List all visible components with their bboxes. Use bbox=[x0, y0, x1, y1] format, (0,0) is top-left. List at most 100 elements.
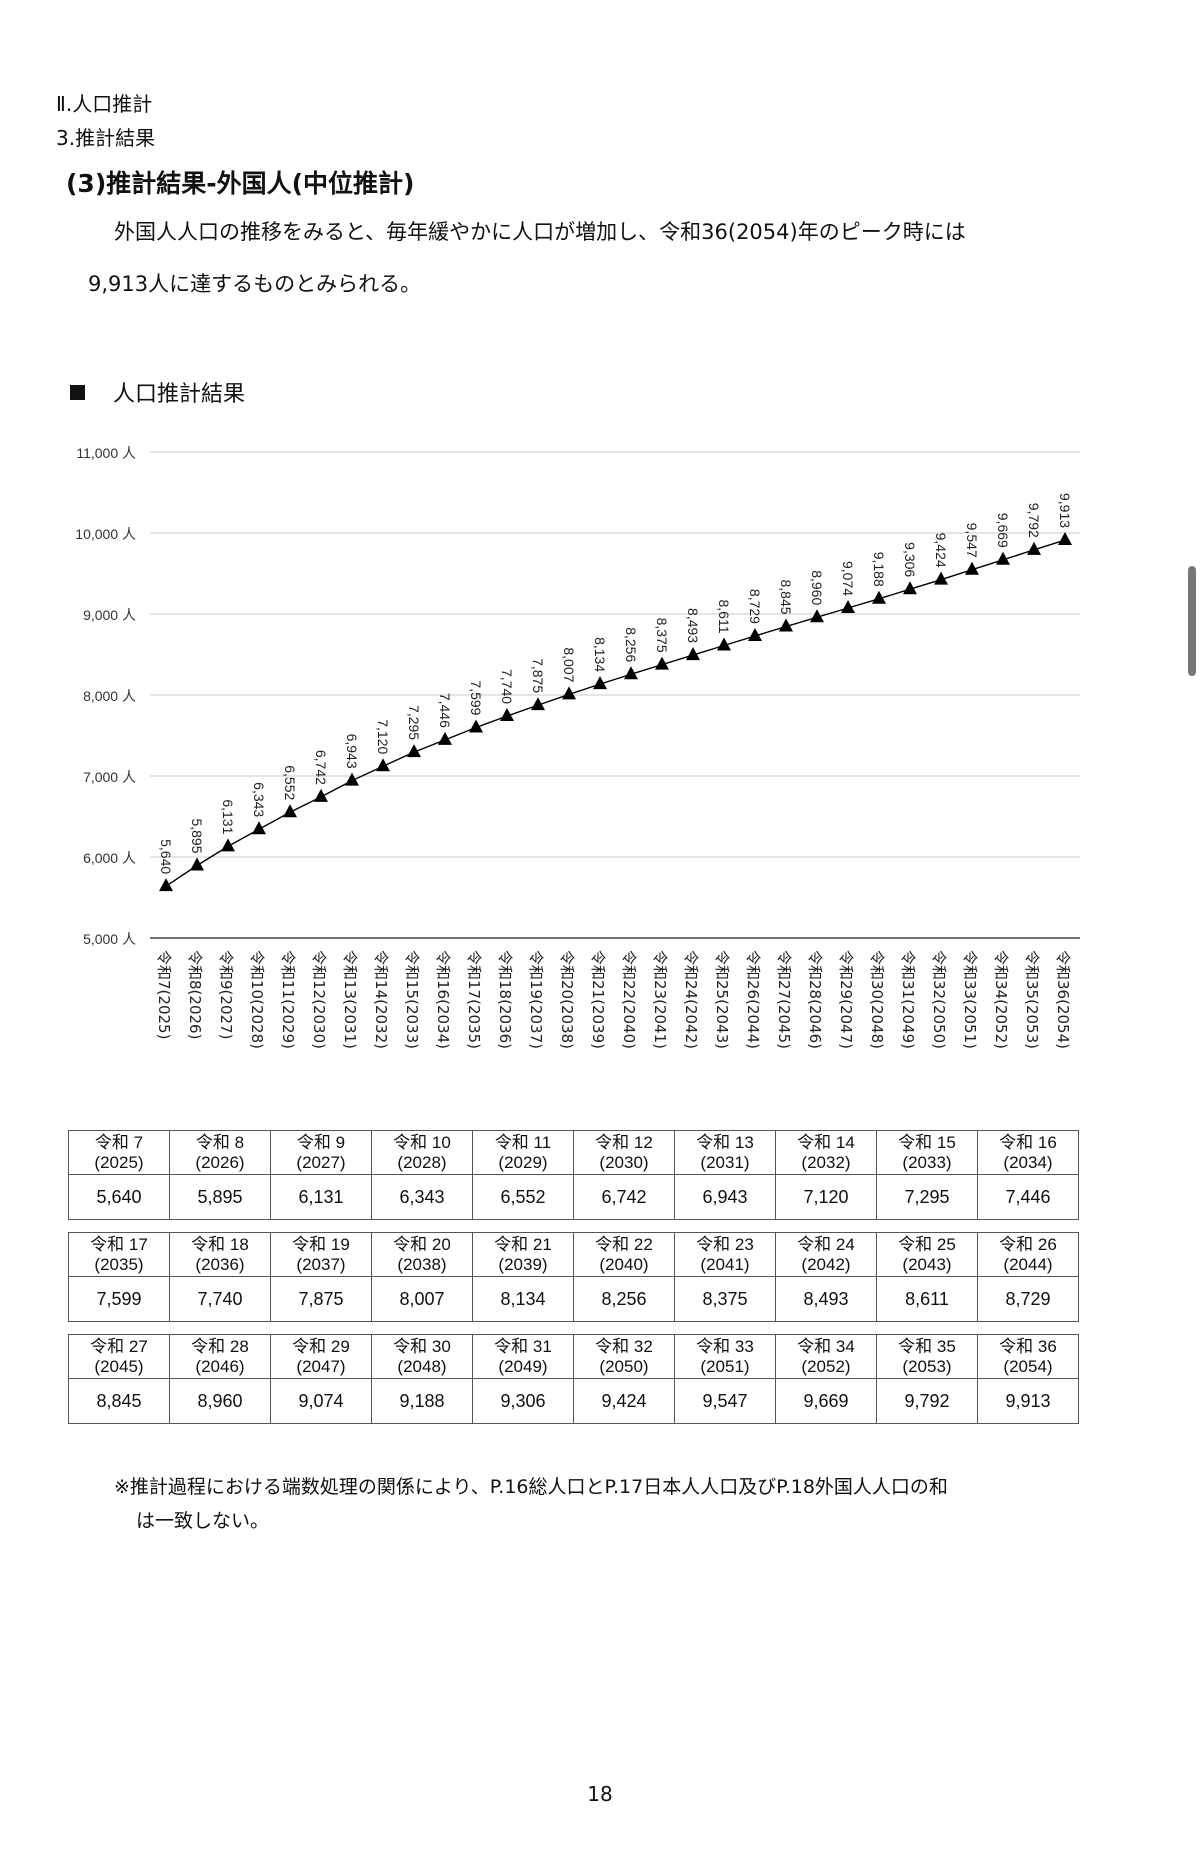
header-era: 令和 10 bbox=[393, 1132, 451, 1152]
table-header-cell: 令和 22 (2040) bbox=[573, 1232, 675, 1277]
table-value-cell: 8,493 bbox=[775, 1276, 877, 1322]
header-era: 令和 30 bbox=[393, 1336, 451, 1356]
table-header-cell: 令和 24 (2042) bbox=[775, 1232, 877, 1277]
data-label: 6,131 bbox=[220, 799, 236, 834]
data-label: 9,792 bbox=[1026, 503, 1042, 538]
table-value-cell: 8,729 bbox=[977, 1276, 1079, 1322]
x-tick-label: 令和32(2050) bbox=[930, 950, 948, 1049]
table-value-cell: 7,120 bbox=[775, 1174, 877, 1220]
chapter-title: Ⅱ.人口推計 bbox=[56, 92, 153, 116]
data-point-marker bbox=[283, 804, 297, 818]
data-point-marker bbox=[314, 788, 328, 802]
header-year: (2025) bbox=[94, 1152, 144, 1172]
header-year: (2029) bbox=[498, 1152, 548, 1172]
data-label: 8,134 bbox=[592, 637, 608, 672]
y-axis-ticks: 5,000 人 6,000 人 7,000 人 8,000 人 9,000 人 10,00… bbox=[75, 445, 136, 947]
table-value-cell: 6,943 bbox=[674, 1174, 776, 1220]
population-series bbox=[159, 532, 1072, 892]
data-label: 9,913 bbox=[1057, 493, 1073, 528]
x-tick-label: 令和31(2049) bbox=[899, 950, 917, 1049]
header-year: (2044) bbox=[1003, 1254, 1053, 1274]
table-value-cell: 7,875 bbox=[270, 1276, 372, 1322]
table-header-cell: 令和 26 (2044) bbox=[977, 1232, 1079, 1277]
data-point-marker bbox=[345, 772, 359, 786]
x-tick-label: 令和14(2032) bbox=[372, 950, 390, 1049]
table-value-cell: 6,742 bbox=[573, 1174, 675, 1220]
data-point-marker bbox=[190, 857, 204, 871]
x-tick-label: 令和24(2042) bbox=[682, 950, 700, 1049]
table-value-cell: 7,295 bbox=[876, 1174, 978, 1220]
data-label: 7,120 bbox=[375, 719, 391, 754]
header-era: 令和 24 bbox=[797, 1234, 855, 1254]
data-label: 8,493 bbox=[685, 608, 701, 643]
data-point-marker bbox=[810, 609, 824, 623]
x-tick-label: 令和11(2029) bbox=[279, 950, 297, 1049]
data-point-marker bbox=[655, 656, 669, 670]
header-year: (2039) bbox=[498, 1254, 548, 1274]
table-header-cell: 令和 13 (2031) bbox=[674, 1130, 776, 1175]
table-header-cell: 令和 15 (2033) bbox=[876, 1130, 978, 1175]
table-header-cell: 令和 25 (2043) bbox=[876, 1232, 978, 1277]
data-point-marker bbox=[903, 581, 917, 595]
table-header-cell: 令和 8 (2026) bbox=[169, 1130, 271, 1175]
data-point-marker bbox=[531, 697, 545, 711]
header-year: (2047) bbox=[296, 1356, 346, 1376]
header-era: 令和 16 bbox=[999, 1132, 1057, 1152]
header-year: (2027) bbox=[296, 1152, 346, 1172]
y-tick-label: 7,000 人 bbox=[83, 769, 136, 785]
table-header-cell: 令和 23 (2041) bbox=[674, 1232, 776, 1277]
header-year: (2052) bbox=[801, 1356, 851, 1376]
data-label: 9,306 bbox=[902, 542, 918, 577]
table-value-cell: 7,599 bbox=[68, 1276, 170, 1322]
data-label: 8,729 bbox=[747, 589, 763, 624]
data-point-marker bbox=[562, 686, 576, 700]
x-tick-label: 令和22(2040) bbox=[620, 950, 638, 1049]
table-header-row: 令和 27 (2045) 令和 28 (2046) 令和 29 (2047) 令和 30 (2… bbox=[68, 1334, 1079, 1379]
table-value-cell: 8,256 bbox=[573, 1276, 675, 1322]
table-value-cell: 9,074 bbox=[270, 1378, 372, 1424]
header-era: 令和 20 bbox=[393, 1234, 451, 1254]
y-tick-label: 11,000 人 bbox=[76, 445, 136, 461]
table-header-cell: 令和 28 (2046) bbox=[169, 1334, 271, 1379]
table-header-cell: 令和 20 (2038) bbox=[371, 1232, 473, 1277]
series-line bbox=[165, 539, 1066, 887]
header-era: 令和 31 bbox=[494, 1336, 552, 1356]
header-year: (2030) bbox=[599, 1152, 649, 1172]
header-era: 令和 29 bbox=[292, 1336, 350, 1356]
data-label: 6,943 bbox=[344, 734, 360, 769]
table-header-cell: 令和 9 (2027) bbox=[270, 1130, 372, 1175]
x-tick-label: 令和20(2038) bbox=[558, 950, 576, 1049]
header-year: (2031) bbox=[700, 1152, 750, 1172]
x-tick-label: 令和17(2035) bbox=[465, 950, 483, 1049]
y-tick-label: 5,000 人 bbox=[83, 931, 136, 947]
header-era: 令和 36 bbox=[999, 1336, 1057, 1356]
table-value-row: 7,599 7,740 7,875 8,007 8,134 8,256 8,375 8,493… bbox=[68, 1276, 1079, 1322]
table-value-cell: 9,424 bbox=[573, 1378, 675, 1424]
square-bullet-icon bbox=[70, 385, 85, 400]
header-era: 令和 18 bbox=[191, 1234, 249, 1254]
table-header-cell: 令和 16 (2034) bbox=[977, 1130, 1079, 1175]
table-value-cell: 6,131 bbox=[270, 1174, 372, 1220]
data-label: 7,740 bbox=[499, 669, 515, 704]
header-era: 令和 27 bbox=[90, 1336, 148, 1356]
data-label: 9,547 bbox=[964, 523, 980, 558]
data-label: 7,599 bbox=[468, 680, 484, 715]
header-era: 令和 26 bbox=[999, 1234, 1057, 1254]
table-value-cell: 9,913 bbox=[977, 1378, 1079, 1424]
data-point-marker bbox=[252, 821, 266, 835]
population-line-chart: 5,000 人 6,000 人 7,000 人 8,000 人 9,000 人 10,00… bbox=[75, 445, 1080, 1049]
table-header-cell: 令和 18 (2036) bbox=[169, 1232, 271, 1277]
data-label: 6,343 bbox=[251, 782, 267, 817]
scrollbar-thumb[interactable] bbox=[1188, 566, 1196, 676]
table-value-cell: 9,792 bbox=[876, 1378, 978, 1424]
data-point-marker bbox=[624, 666, 638, 680]
header-era: 令和 28 bbox=[191, 1336, 249, 1356]
data-label: 8,845 bbox=[778, 580, 794, 615]
table-header-cell: 令和 33 (2051) bbox=[674, 1334, 776, 1379]
table-value-cell: 6,552 bbox=[472, 1174, 574, 1220]
data-point-marker bbox=[841, 600, 855, 614]
header-era: 令和 19 bbox=[292, 1234, 350, 1254]
chart-heading: 人口推計結果 bbox=[70, 376, 245, 408]
x-tick-label: 令和13(2031) bbox=[341, 950, 359, 1049]
y-tick-label: 8,000 人 bbox=[83, 688, 136, 704]
